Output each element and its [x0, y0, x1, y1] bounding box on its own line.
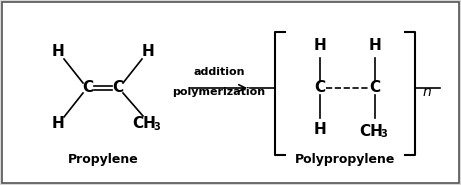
Text: C: C [112, 80, 124, 95]
Text: C: C [314, 80, 325, 95]
Text: Propylene: Propylene [68, 154, 138, 166]
Text: CH: CH [359, 124, 383, 139]
Text: n: n [423, 85, 432, 99]
Text: 3: 3 [381, 129, 387, 139]
Text: H: H [369, 38, 381, 53]
Text: H: H [313, 122, 326, 137]
Text: H: H [142, 45, 154, 60]
Text: 3: 3 [154, 122, 160, 132]
Text: C: C [369, 80, 381, 95]
Text: H: H [313, 38, 326, 53]
Text: H: H [52, 45, 65, 60]
Text: addition: addition [193, 67, 245, 77]
Text: C: C [83, 80, 94, 95]
Text: CH: CH [132, 117, 156, 132]
Text: Polypropylene: Polypropylene [295, 154, 395, 166]
Text: H: H [52, 117, 65, 132]
Text: polymerization: polymerization [172, 87, 266, 97]
